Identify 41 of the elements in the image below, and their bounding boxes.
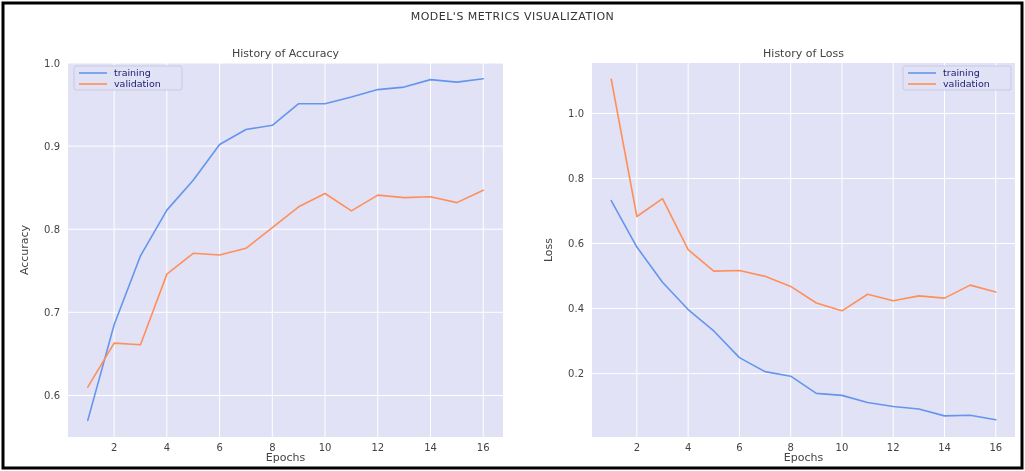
- y-tick-label: 1.0: [44, 57, 60, 69]
- legend-label: training: [943, 67, 980, 79]
- x-tick-label: 4: [163, 442, 171, 453]
- x-tick-label: 12: [886, 442, 900, 453]
- y-tick-label: 1.0: [568, 107, 584, 119]
- legend-label: validation: [114, 78, 161, 90]
- x-tick-label: 16: [989, 442, 1003, 453]
- x-tick-label: 10: [835, 442, 849, 453]
- y-axis-title: Accuracy: [18, 224, 31, 276]
- x-axis-title: Epochs: [265, 451, 306, 464]
- legend-label: validation: [943, 78, 990, 90]
- chart-title: History of Loss: [763, 47, 845, 60]
- y-tick-label: 0.6: [568, 238, 584, 249]
- line-series: [86, 189, 485, 388]
- legend-label: training: [114, 67, 151, 79]
- chart-title: History of Accuracy: [232, 47, 340, 60]
- x-tick-label: 6: [736, 442, 743, 453]
- y-tick-label: 0.2: [568, 368, 584, 380]
- y-tick-label: 0.8: [568, 172, 584, 184]
- y-axis-title: Loss: [542, 237, 555, 263]
- y-tick-label: 0.9: [44, 140, 60, 152]
- line-series: [610, 199, 997, 421]
- x-tick-label: 8: [269, 442, 276, 453]
- x-tick-label: 16: [476, 442, 490, 453]
- x-tick-label: 6: [216, 442, 223, 453]
- x-tick-label: 2: [110, 442, 118, 453]
- line-series: [610, 78, 997, 312]
- x-tick-label: 4: [684, 442, 692, 453]
- text: MODEL'S METRICS VISUALIZATION: [410, 10, 615, 23]
- y-tick-label: 0.8: [44, 223, 60, 235]
- x-tick-label: 14: [938, 442, 951, 453]
- y-tick-label: 0.7: [44, 306, 60, 318]
- line-series: [86, 77, 485, 422]
- x-tick-label: 12: [371, 442, 385, 453]
- x-axis-title: Epochs: [783, 451, 824, 464]
- x-tick-label: 8: [787, 442, 794, 453]
- y-tick-label: 0.4: [568, 303, 584, 315]
- x-tick-label: 2: [633, 442, 641, 453]
- x-tick-label: 14: [424, 442, 437, 453]
- x-tick-label: 10: [318, 442, 332, 453]
- y-tick-label: 0.6: [44, 389, 60, 401]
